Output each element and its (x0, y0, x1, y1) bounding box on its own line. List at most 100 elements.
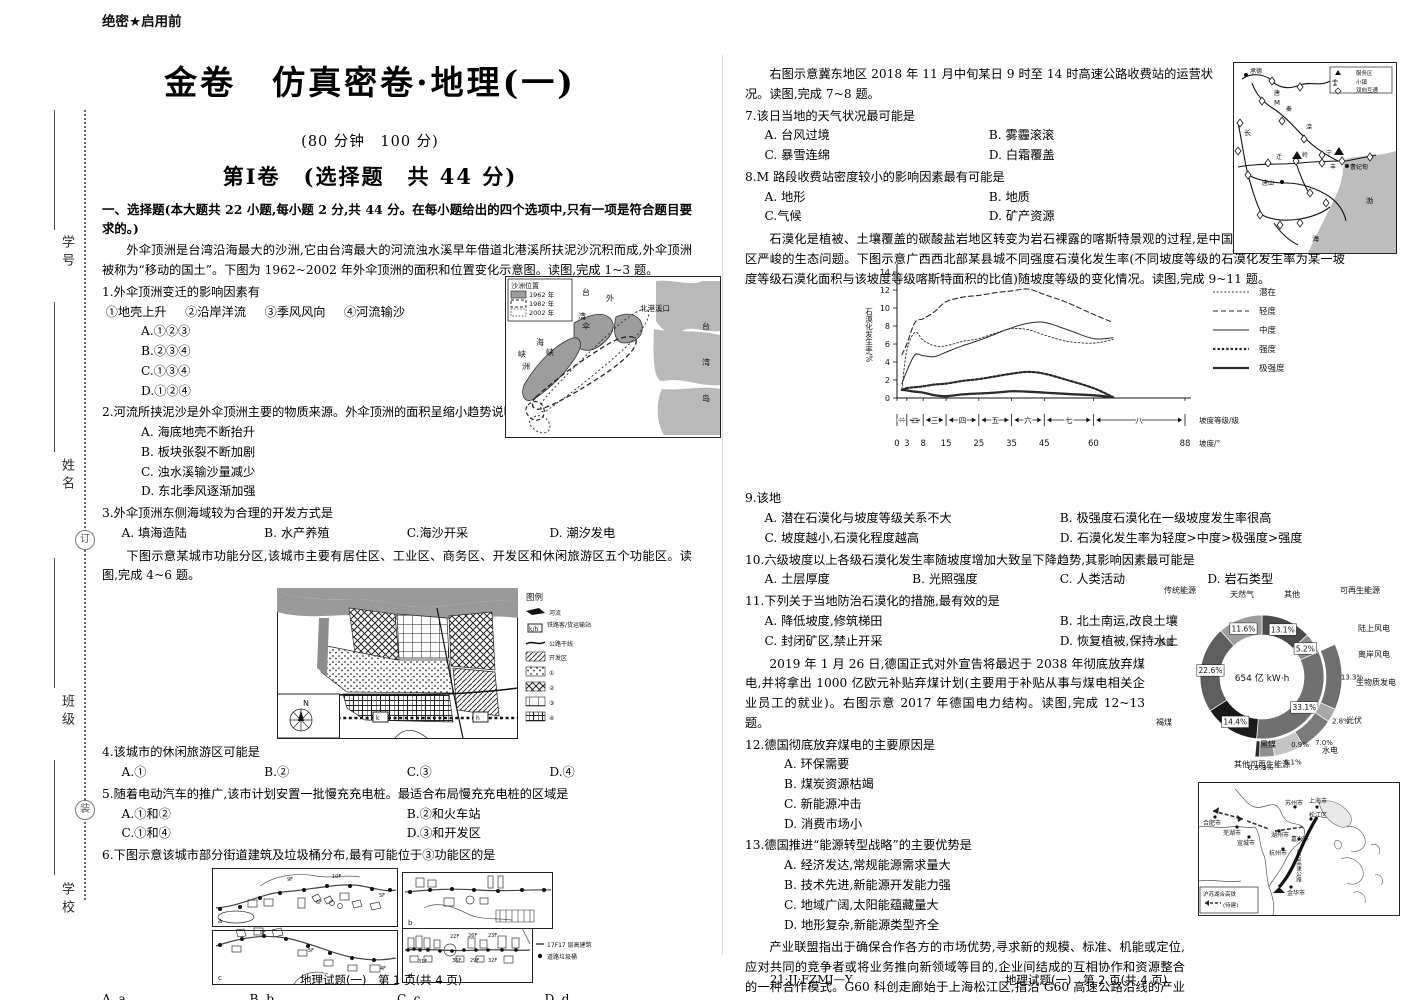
svg-text:10: 10 (880, 304, 890, 313)
option-c[interactable]: C. 新能源冲击 (784, 796, 862, 811)
option-c[interactable]: C.①和④ (121, 826, 171, 841)
svg-text:2: 2 (885, 376, 890, 385)
column-divider (722, 55, 723, 955)
option-b[interactable]: B. 光照强度 (912, 572, 978, 587)
option-a[interactable]: A.① (121, 765, 147, 779)
svg-text:其他: 其他 (1284, 589, 1300, 599)
option-c[interactable]: C. 暴雪连绵 (764, 148, 830, 163)
sandbar-map-svg: 海 峡 峡 洲 台 湾 外 伞 北港溪口 台 湾 岛 沙洲位置 1962 年 1… (506, 277, 720, 437)
question-11-stem: 11.下列关于当地防治石漠化的措施,最有效的是 (745, 594, 1000, 609)
svg-text:13.1%: 13.1% (1271, 625, 1295, 634)
sandbar-label-beigang: 北港溪口 (640, 303, 670, 313)
svg-text:12: 12 (880, 286, 890, 295)
question-12-stem: 12.德国彻底放弃煤电的主要原因是 (745, 737, 936, 752)
option-c[interactable]: C. 浊水溪输沙量减少 (141, 464, 256, 479)
option-d[interactable]: D. 白霜覆盖 (988, 148, 1055, 163)
passage-5: 2019 年 1 月 26 日,德国正式对外宣告将最迟于 2038 年彻底放弃煤… (745, 656, 1145, 730)
building-height-label: 4F (380, 966, 386, 972)
street-figure-slot: 9F 10F 6F 5F a (102, 866, 692, 986)
option-c[interactable]: C.海沙开采 (406, 525, 469, 540)
option-d[interactable]: D.①②④ (141, 383, 191, 398)
question-12-options: A. 环保需要 B. 煤炭资源枯竭 C. 新能源冲击 D. 消费市场小 (765, 755, 1145, 834)
svg-text:0.9%: 0.9% (1248, 764, 1266, 772)
option-c[interactable]: C.①③④ (141, 363, 191, 378)
option-c[interactable]: C. 坡度越小,石漠化程度越高 (764, 530, 920, 545)
option-b[interactable]: B. b (249, 991, 275, 1000)
street-legend-bin: 道路垃圾桶 (547, 953, 577, 961)
seal-line-2 (54, 302, 55, 452)
option-a[interactable]: A. 潜在石漠化与坡度等级关系不大 (764, 511, 952, 526)
option-a[interactable]: A. 土层厚度 (764, 572, 830, 587)
option-a[interactable]: A.①和② (121, 806, 171, 821)
option-d[interactable]: D. 地形复杂,新能源类型齐全 (784, 917, 940, 932)
option-a[interactable]: A. 降低坡度,修筑梯田 (764, 614, 883, 629)
svg-text:中度: 中度 (1259, 325, 1277, 336)
option-d[interactable]: D. 矿产资源 (988, 209, 1055, 224)
option-a[interactable]: A. 填海造陆 (121, 525, 187, 540)
option-b[interactable]: B.②和火车站 (406, 806, 481, 821)
secret-notice: 绝密★启用前 (102, 14, 182, 30)
seal-field-xuehao: 学号 (59, 235, 74, 271)
option-a[interactable]: A. 经济发达,常规能源需求量大 (784, 858, 951, 873)
option-b[interactable]: B. 板块张裂不断加剧 (141, 444, 256, 459)
seal-field-xingming: 姓名 (59, 458, 74, 494)
building-height-label: 6F (316, 900, 322, 906)
option-d[interactable]: D. 潮汐发电 (549, 525, 616, 540)
jidong-label-qian: 迁 (1276, 153, 1282, 161)
option-d[interactable]: D. d (544, 991, 570, 1000)
option-d[interactable]: D.③和开发区 (406, 826, 481, 841)
option-d[interactable]: D. 消费市场小 (784, 816, 863, 831)
option-b[interactable]: B.②③④ (141, 344, 191, 359)
svg-text:14: 14 (880, 268, 890, 277)
option-b[interactable]: B. 水产养殖 (264, 525, 330, 540)
option-d[interactable]: D. 东北季风逐渐加强 (141, 484, 256, 499)
question-7-stem: 7.该日当地的天气状况最可能是 (745, 108, 916, 123)
seal-field-xuexiao: 学校 (59, 882, 74, 918)
option-a[interactable]: A. 环保需要 (784, 757, 850, 772)
option-a[interactable]: A. 海底地壳不断抬升 (141, 425, 256, 440)
legend-label-zone4: ④ (549, 715, 554, 722)
option-b[interactable]: B. 极强度石漠化在一级坡度发生率很高 (1059, 511, 1272, 526)
option-c[interactable]: C.③ (406, 765, 432, 779)
svg-text:7.0%: 7.0% (1315, 739, 1333, 747)
question-1-stem: 1.外伞顶洲变迁的影响因素有 (102, 284, 260, 299)
svg-text:强度: 强度 (1259, 344, 1277, 355)
option-b[interactable]: B. 地质 (988, 189, 1030, 204)
svg-text:2.8%: 2.8% (1332, 717, 1350, 725)
option-d[interactable]: D. 恢复植被,保持水土 (1059, 633, 1179, 648)
jidong-label-chengde: 承德 (1250, 67, 1262, 75)
option-b[interactable]: B.② (264, 765, 290, 779)
g60-city-wuhu: 芜湖市 (1223, 829, 1241, 837)
building-height-label: 29F (470, 958, 479, 964)
option-c[interactable]: C. 地域广阔,太阳能蕴藏量大 (784, 897, 939, 912)
donut-chart-svg: 13.1% 5.2% 33.1% 14.4% 22.6% 11.6% 13.3% 2.8% 7.… (1156, 585, 1396, 772)
option-b[interactable]: B. 雾霾滚滚 (988, 128, 1055, 143)
roman-4: ④河流输沙 (343, 304, 405, 319)
building-height-label: 36F (452, 958, 461, 964)
jidong-legend-interchange: 双向互通 (1356, 86, 1379, 94)
option-d[interactable]: D. 岩石类型 (1207, 572, 1274, 587)
svg-text:核能: 核能 (1158, 637, 1174, 647)
g60-city-shanghai: 上海市 (1309, 797, 1327, 805)
option-d[interactable]: D. 石漠化发生率为轻度>中度>极强度>强度 (1059, 530, 1303, 545)
option-c[interactable]: C.气候 (764, 209, 802, 224)
svg-text:七: 七 (1065, 416, 1073, 425)
option-a[interactable]: A. a (102, 991, 126, 1000)
building-height-label: 8F (260, 930, 266, 936)
option-a[interactable]: A. 台风过境 (764, 128, 830, 143)
g60-city-hangzhou: 杭州市 (1269, 849, 1287, 857)
option-b[interactable]: B. 技术先进,新能源开发能力强 (784, 877, 951, 892)
option-c[interactable]: C. 人类活动 (1059, 572, 1126, 587)
svg-text:潜在: 潜在 (1259, 287, 1276, 298)
svg-text:45: 45 (1039, 439, 1050, 449)
question-4-stem: 4.该城市的休闲旅游区可能是 (102, 745, 260, 760)
option-b[interactable]: B. 北土南运,改良土壤 (1059, 614, 1178, 629)
roman-3: ③季风风向 (264, 304, 326, 319)
option-a[interactable]: A. 地形 (764, 189, 806, 204)
option-c[interactable]: C. 封闭矿区,禁止开采 (764, 633, 883, 648)
option-d[interactable]: D.④ (549, 765, 575, 779)
option-b[interactable]: B. 煤炭资源枯竭 (784, 777, 874, 792)
option-c[interactable]: C. c (397, 991, 421, 1000)
option-a[interactable]: A.①②③ (141, 324, 191, 339)
sandbar-map: 海 峡 峡 洲 台 湾 外 伞 北港溪口 台 湾 岛 沙洲位置 1962 年 1… (505, 276, 721, 438)
